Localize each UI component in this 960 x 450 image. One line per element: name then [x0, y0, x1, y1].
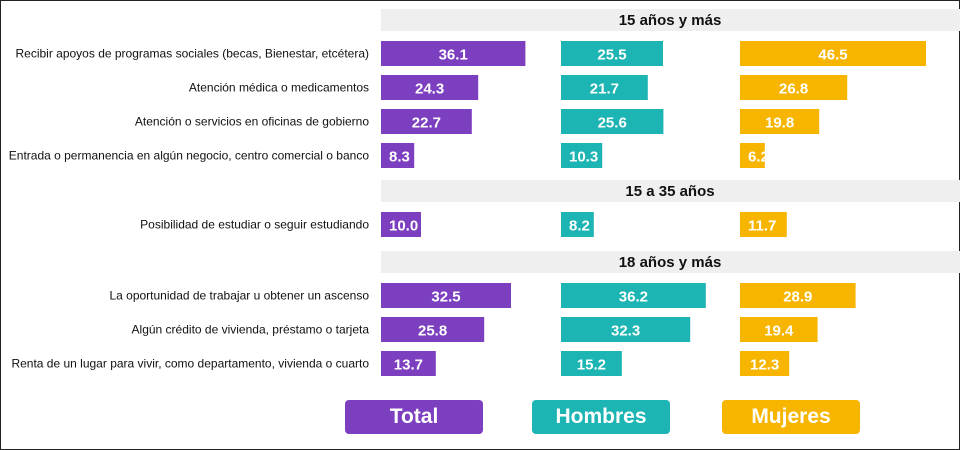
data-label: 26.8: [779, 81, 808, 98]
legend-mujeres: Mujeres: [722, 400, 860, 434]
data-label: 13.7: [394, 357, 423, 374]
bar-total: [381, 351, 436, 376]
category-label: Entrada o permanencia en algún negocio, …: [9, 149, 370, 163]
data-label: 22.7: [412, 115, 441, 132]
bar-hombres: [561, 75, 648, 100]
section-title: 15 a 35 años: [625, 183, 714, 200]
category-label: La oportunidad de trabajar u obtener un …: [109, 289, 369, 303]
data-label: 32.5: [431, 289, 460, 306]
section-band: [381, 251, 960, 273]
category-label: Algún crédito de vivienda, préstamo o ta…: [132, 323, 370, 337]
data-label: 28.9: [783, 289, 812, 306]
category-label: Atención médica o medicamentos: [189, 81, 369, 95]
bar-hombres: [561, 212, 594, 237]
data-label: 8.2: [569, 218, 590, 235]
bar-total: [381, 283, 511, 308]
data-label: 11.7: [748, 218, 776, 235]
bar-total: [381, 109, 472, 134]
data-label: 25.8: [418, 323, 447, 340]
data-label: 15.2: [577, 357, 606, 374]
bar-hombres: [561, 317, 691, 342]
data-label: 32.3: [611, 323, 640, 340]
category-label: Atención o servicios en oficinas de gobi…: [135, 115, 369, 129]
data-label: 25.5: [597, 47, 626, 64]
bar-hombres: [561, 143, 603, 168]
bar-hombres: [561, 41, 663, 66]
bar-total: [381, 75, 479, 100]
data-label: 10.0: [389, 218, 418, 235]
bar-mujeres: [740, 109, 820, 134]
bar-total: [381, 41, 526, 66]
data-label: 6.2: [748, 149, 769, 166]
data-label: 25.6: [598, 115, 627, 132]
data-label: 19.8: [765, 115, 794, 132]
bar-hombres: [561, 109, 664, 134]
data-label: 12.3: [750, 357, 779, 374]
bar-mujeres: [740, 351, 790, 376]
bar-mujeres: [740, 212, 787, 237]
category-label: Posibilidad de estudiar o seguir estudia…: [140, 218, 369, 232]
category-label: Renta de un lugar para vivir, como depar…: [11, 357, 369, 371]
data-label: 8.3: [389, 149, 410, 166]
section-title: 18 años y más: [619, 254, 722, 271]
data-label: 19.4: [764, 323, 794, 340]
data-label: 46.5: [818, 47, 847, 64]
bar-mujeres: [740, 317, 818, 342]
bar-mujeres: [740, 41, 926, 66]
bar-total: [381, 143, 415, 168]
bar-mujeres: [740, 75, 848, 100]
legend-total: Total: [345, 400, 483, 434]
section-band: [381, 9, 960, 31]
data-label: 21.7: [590, 81, 619, 98]
section-title: 15 años y más: [619, 12, 722, 29]
bar-mujeres: [740, 143, 765, 168]
legend-hombres: Hombres: [532, 400, 670, 434]
bar-total: [381, 212, 421, 237]
section-band: [381, 180, 960, 202]
data-label: 10.3: [569, 149, 598, 166]
data-label: 36.1: [439, 47, 468, 64]
data-label: 36.2: [619, 289, 648, 306]
bar-hombres: [561, 351, 622, 376]
bar-hombres: [561, 283, 706, 308]
bar-total: [381, 317, 485, 342]
data-label: 24.3: [415, 81, 444, 98]
bar-mujeres: [740, 283, 856, 308]
category-label: Recibir apoyos de programas sociales (be…: [15, 47, 369, 61]
